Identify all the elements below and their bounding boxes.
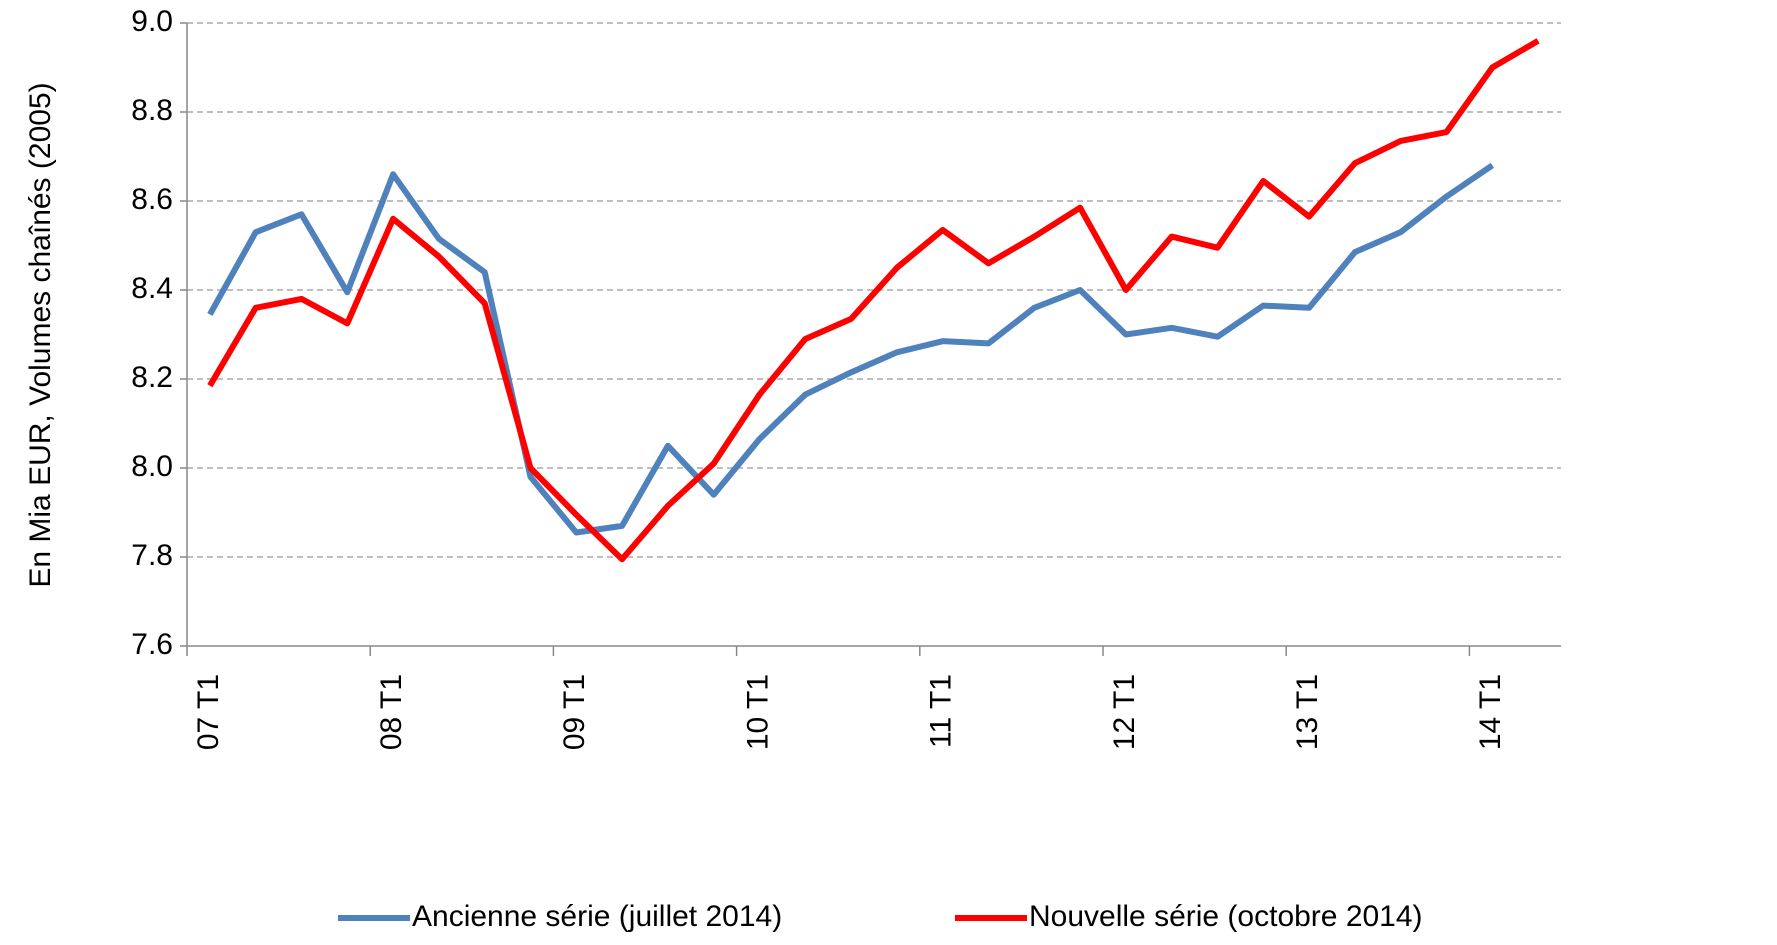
x-tick-label: 11 T1	[925, 674, 958, 748]
legend-label: Ancienne série (juillet 2014)	[412, 900, 782, 933]
x-tick-label: 13 T1	[1291, 674, 1324, 750]
y-axis-label: En Mia EUR, Volumes chaînés (2005)	[24, 82, 57, 587]
x-tick-label: 07 T1	[192, 674, 225, 750]
x-tick-label: 14 T1	[1474, 674, 1507, 750]
y-tick-label: 8.4	[131, 272, 173, 305]
y-tick-label: 8.6	[131, 183, 173, 216]
y-tick-label: 8.2	[131, 361, 173, 394]
x-tick-label: 08 T1	[375, 674, 408, 750]
y-tick-label: 9.0	[131, 5, 173, 38]
y-tick-label: 7.8	[131, 539, 173, 572]
series-line	[207, 162, 1494, 536]
x-tick-label: 12 T1	[1108, 674, 1141, 750]
series-line	[207, 38, 1540, 563]
y-tick-label: 8.0	[131, 450, 173, 483]
y-tick-label: 8.8	[131, 94, 173, 127]
y-tick-label: 7.6	[131, 628, 173, 661]
legend-label: Nouvelle série (octobre 2014)	[1029, 900, 1423, 933]
x-tick-label: 10 T1	[741, 674, 774, 750]
x-tick-label: 09 T1	[558, 674, 591, 750]
